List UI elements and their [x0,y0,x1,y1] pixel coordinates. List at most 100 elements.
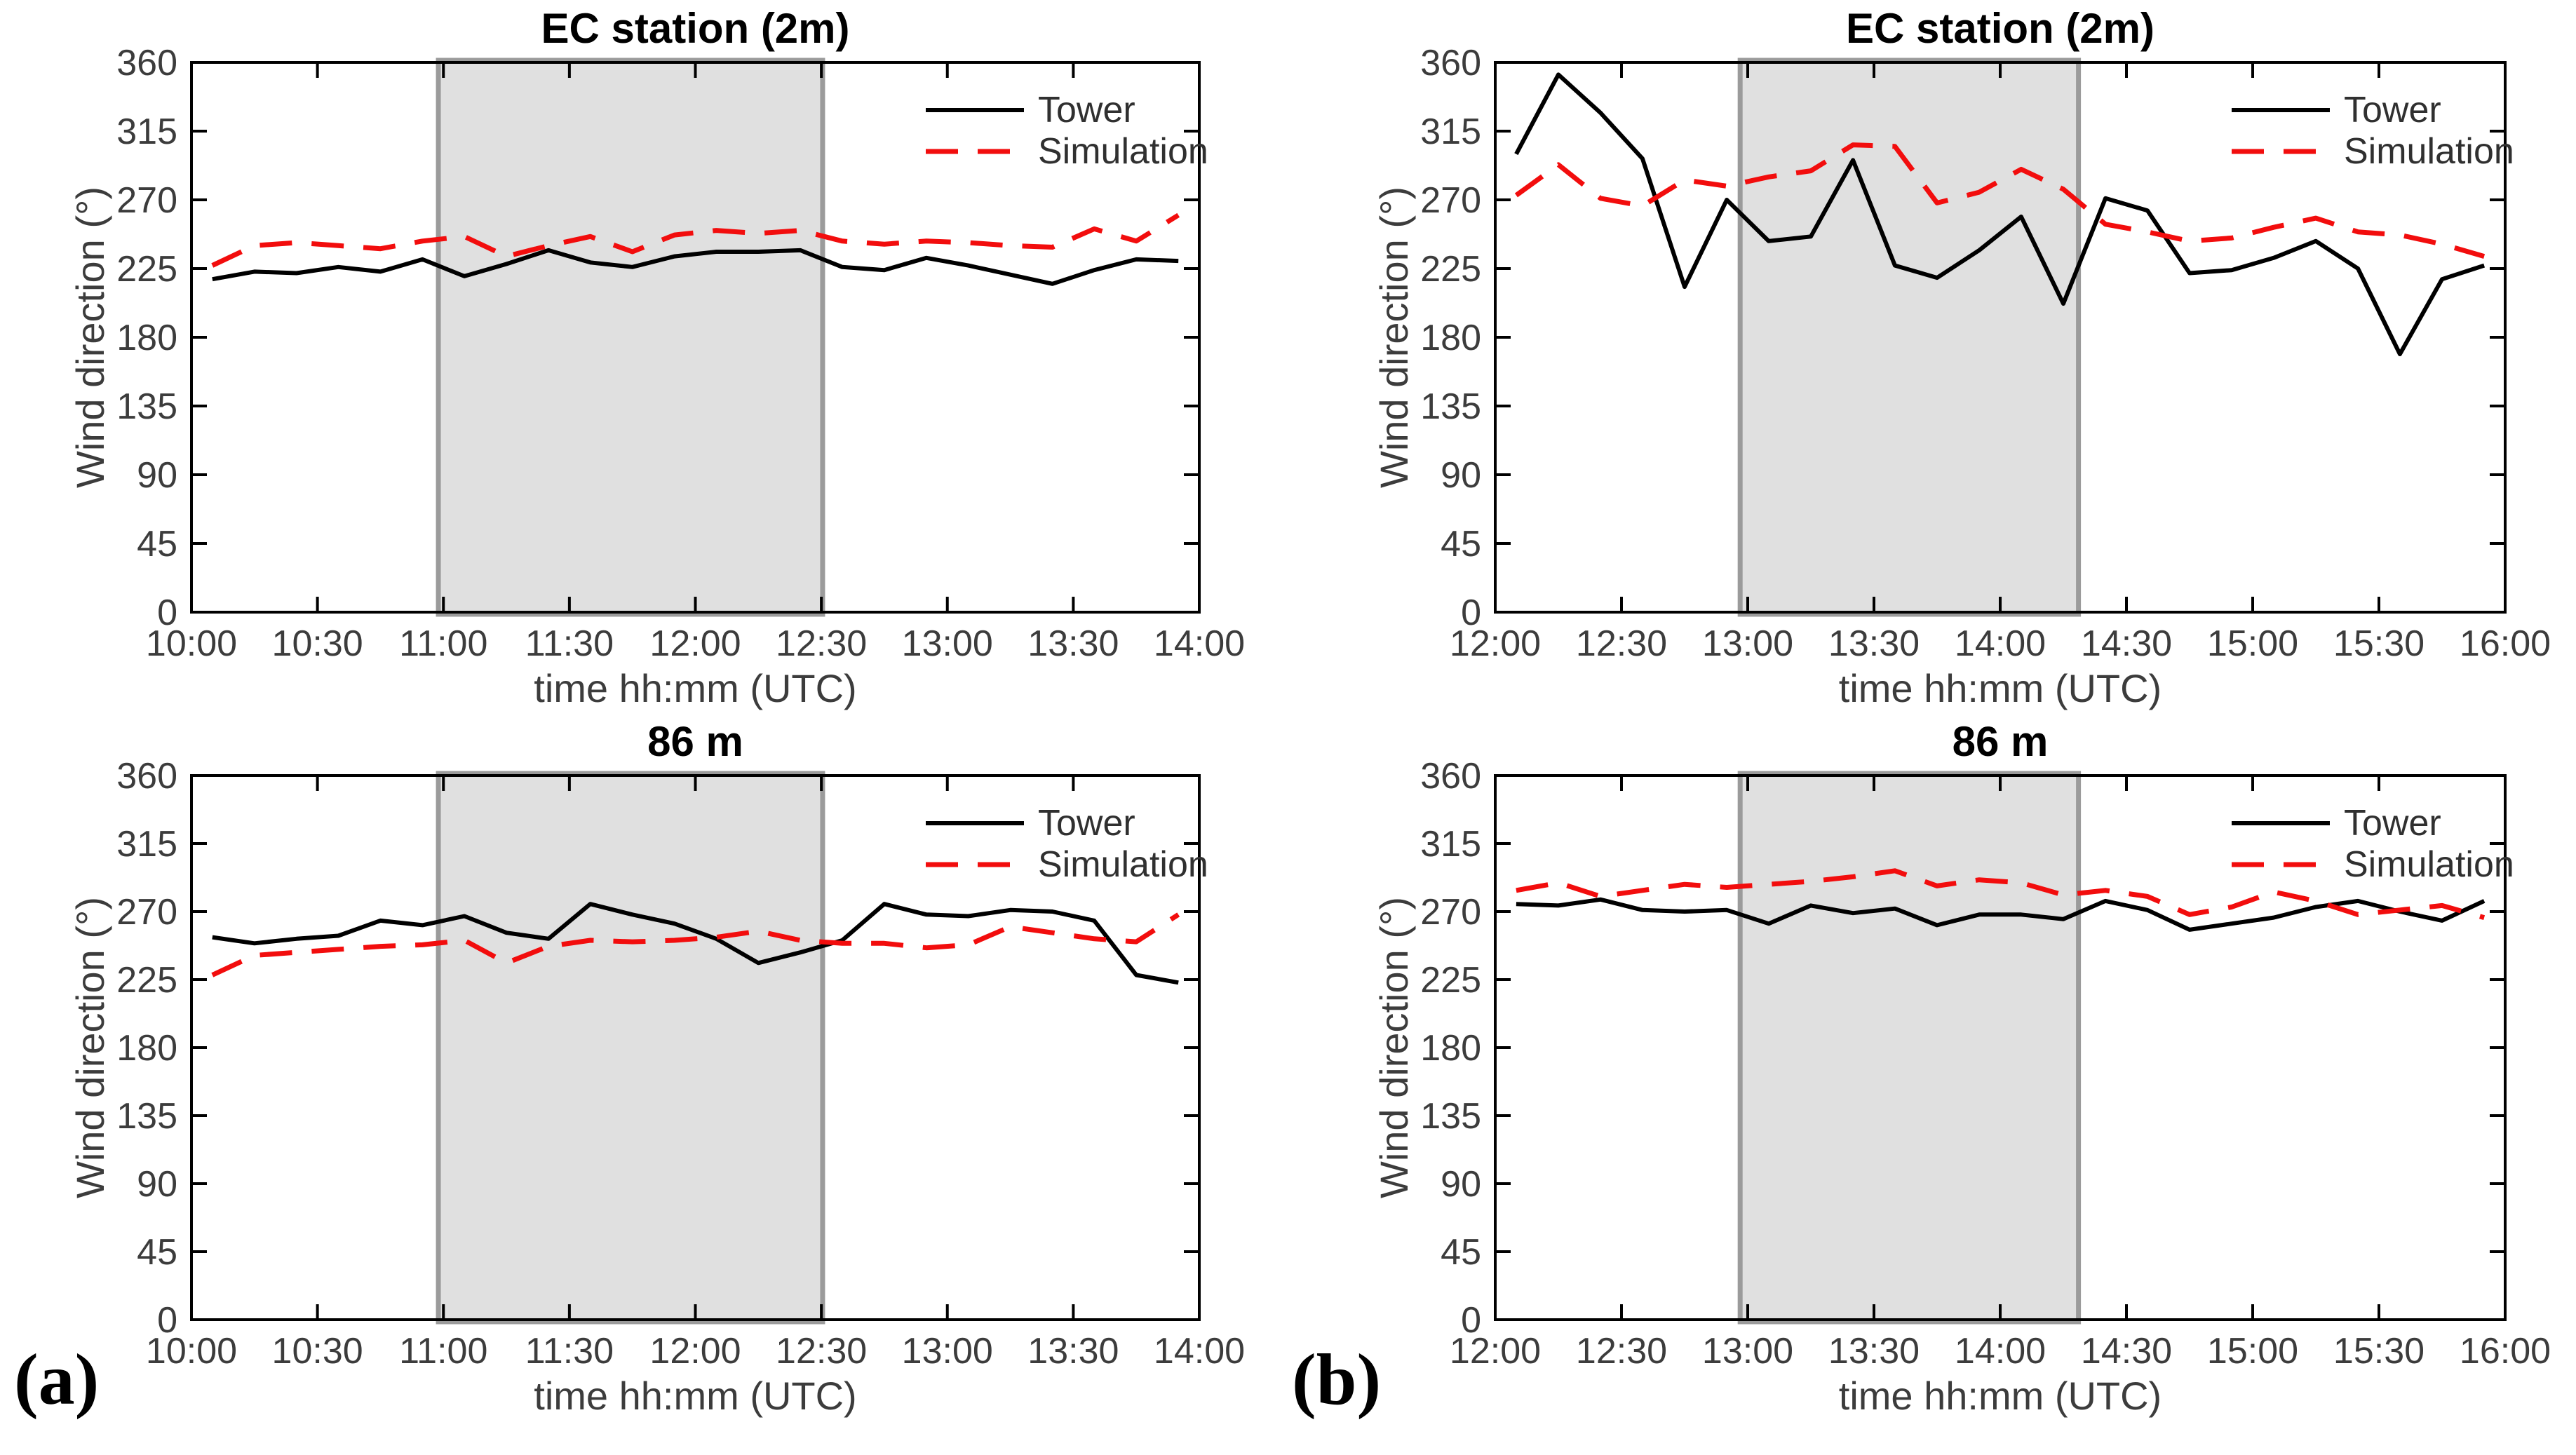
x-tick-label: 14:00 [1955,623,2046,664]
panel-title: 86 m [1953,718,2049,765]
y-tick-label: 180 [1420,1028,1481,1069]
simulation-line [1514,142,2486,259]
y-tick-label: 90 [1441,455,1481,496]
y-tick-label: 0 [1461,1300,1481,1341]
x-tick-label: 15:30 [2333,1331,2425,1372]
legend-simulation-label: Simulation [1038,131,1208,172]
y-tick-label: 45 [137,1232,177,1273]
y-tick-label: 45 [1441,1232,1481,1273]
y-axis-label: Wind direction (°) [1372,897,1416,1198]
x-tick-label: 12:00 [1450,623,1541,664]
y-axis-label: Wind direction (°) [1372,187,1416,488]
shaded-region [436,57,825,617]
x-tick-label: 11:00 [399,623,487,664]
y-tick-label: 135 [116,386,177,427]
tower-line [212,902,1179,985]
x-tick-label: 12:30 [1576,623,1667,664]
legend-simulation-label: Simulation [2344,844,2514,885]
y-tick-label: 135 [1420,386,1481,427]
panel-title: 86 m [647,718,743,765]
tower-line [1514,72,2486,356]
y-tick-label: 315 [116,824,177,865]
x-axis-label: time hh:mm (UTC) [534,666,856,710]
y-tick-label: 360 [1420,43,1481,83]
y-tick-label: 180 [116,318,177,358]
shaded-region [1737,771,2082,1325]
y-axis-label: Wind direction (°) [68,897,112,1198]
x-tick-label: 11:00 [399,1331,487,1372]
x-axis-label: time hh:mm (UTC) [534,1374,856,1418]
simulation-line [211,212,1180,268]
panel-title: EC station (2m) [541,5,849,52]
y-tick-label: 270 [116,180,177,221]
x-tick-label: 10:30 [272,623,363,664]
y-tick-label: 0 [1461,593,1481,633]
x-tick-label: 13:30 [1828,1331,1920,1372]
y-tick-label: 225 [116,249,177,290]
x-axis-label: time hh:mm (UTC) [1839,666,2162,710]
y-tick-label: 135 [116,1096,177,1137]
legend-tower-label: Tower [2344,90,2441,130]
y-tick-label: 45 [137,524,177,564]
subfigure-label-b: (b) [1292,1339,1382,1420]
x-tick-label: 12:00 [649,623,741,664]
x-tick-label: 14:30 [2081,1331,2172,1372]
shaded-region [436,771,825,1325]
x-tick-label: 14:30 [2081,623,2172,664]
y-tick-label: 225 [116,960,177,1001]
y-tick-label: 360 [116,756,177,797]
x-tick-label: 13:30 [1027,1331,1119,1372]
x-tick-label: 15:30 [2333,623,2425,664]
x-tick-label: 15:00 [2207,623,2298,664]
y-tick-label: 315 [1420,824,1481,865]
x-tick-label: 11:30 [525,1331,614,1372]
y-tick-label: 360 [116,43,177,83]
x-tick-label: 12:30 [776,623,867,664]
x-tick-label: 12:30 [776,1331,867,1372]
simulation-line [1516,868,2486,920]
y-tick-label: 270 [1420,180,1481,221]
legend-tower-label: Tower [1038,90,1135,130]
tower-line [1516,897,2486,932]
x-tick-label: 12:30 [1576,1331,1667,1372]
x-tick-label: 13:00 [902,623,993,664]
x-tick-label: 14:00 [1154,1331,1245,1372]
x-tick-label: 14:00 [1154,623,1245,664]
legend-tower-label: Tower [1038,803,1135,844]
y-tick-label: 270 [116,892,177,933]
y-tick-label: 225 [1420,960,1481,1001]
y-tick-label: 315 [116,111,177,152]
y-axis-label: Wind direction (°) [68,187,112,488]
panel-bottom-right: 12:00 12:30 13:00 13:30 14:00 14:30 15:00 15:30… [1372,718,2551,1418]
x-tick-label: 15:00 [2207,1331,2298,1372]
y-tick-label: 90 [1441,1164,1481,1205]
x-tick-label: 14:00 [1955,1331,2046,1372]
x-tick-label: 16:00 [2460,623,2551,664]
y-tick-label: 90 [137,1164,177,1205]
x-tick-label: 13:00 [902,1331,993,1372]
panel-top-right: 12:00 12:30 13:00 13:30 14:00 14:30 15:00 15:30… [1372,5,2551,710]
panel-top-left: 10:00 10:30 11:00 11:30 12:00 12:30 13:00 13:30… [68,5,1245,710]
y-tick-label: 315 [1420,111,1481,152]
y-tick-label: 45 [1441,524,1481,564]
x-tick-label: 10:00 [146,623,237,664]
x-tick-label: 10:30 [272,1331,363,1372]
x-tick-label: 13:00 [1702,1331,1793,1372]
x-tick-label: 16:00 [2460,1331,2551,1372]
x-tick-label: 13:00 [1702,623,1793,664]
y-tick-label: 270 [1420,892,1481,933]
y-tick-label: 180 [1420,318,1481,358]
subfigure-label-a: (a) [14,1339,100,1420]
y-tick-label: 180 [116,1028,177,1069]
x-tick-label: 13:30 [1828,623,1920,664]
legend-simulation-label: Simulation [1038,844,1208,885]
x-axis-label: time hh:mm (UTC) [1839,1374,2162,1418]
tower-line [212,248,1179,286]
shaded-region [1737,57,2082,617]
panel-title: EC station (2m) [1846,5,2154,52]
x-tick-label: 10:00 [146,1331,237,1372]
y-tick-label: 0 [157,1300,177,1341]
y-tick-label: 225 [1420,249,1481,290]
x-tick-label: 13:30 [1027,623,1119,664]
